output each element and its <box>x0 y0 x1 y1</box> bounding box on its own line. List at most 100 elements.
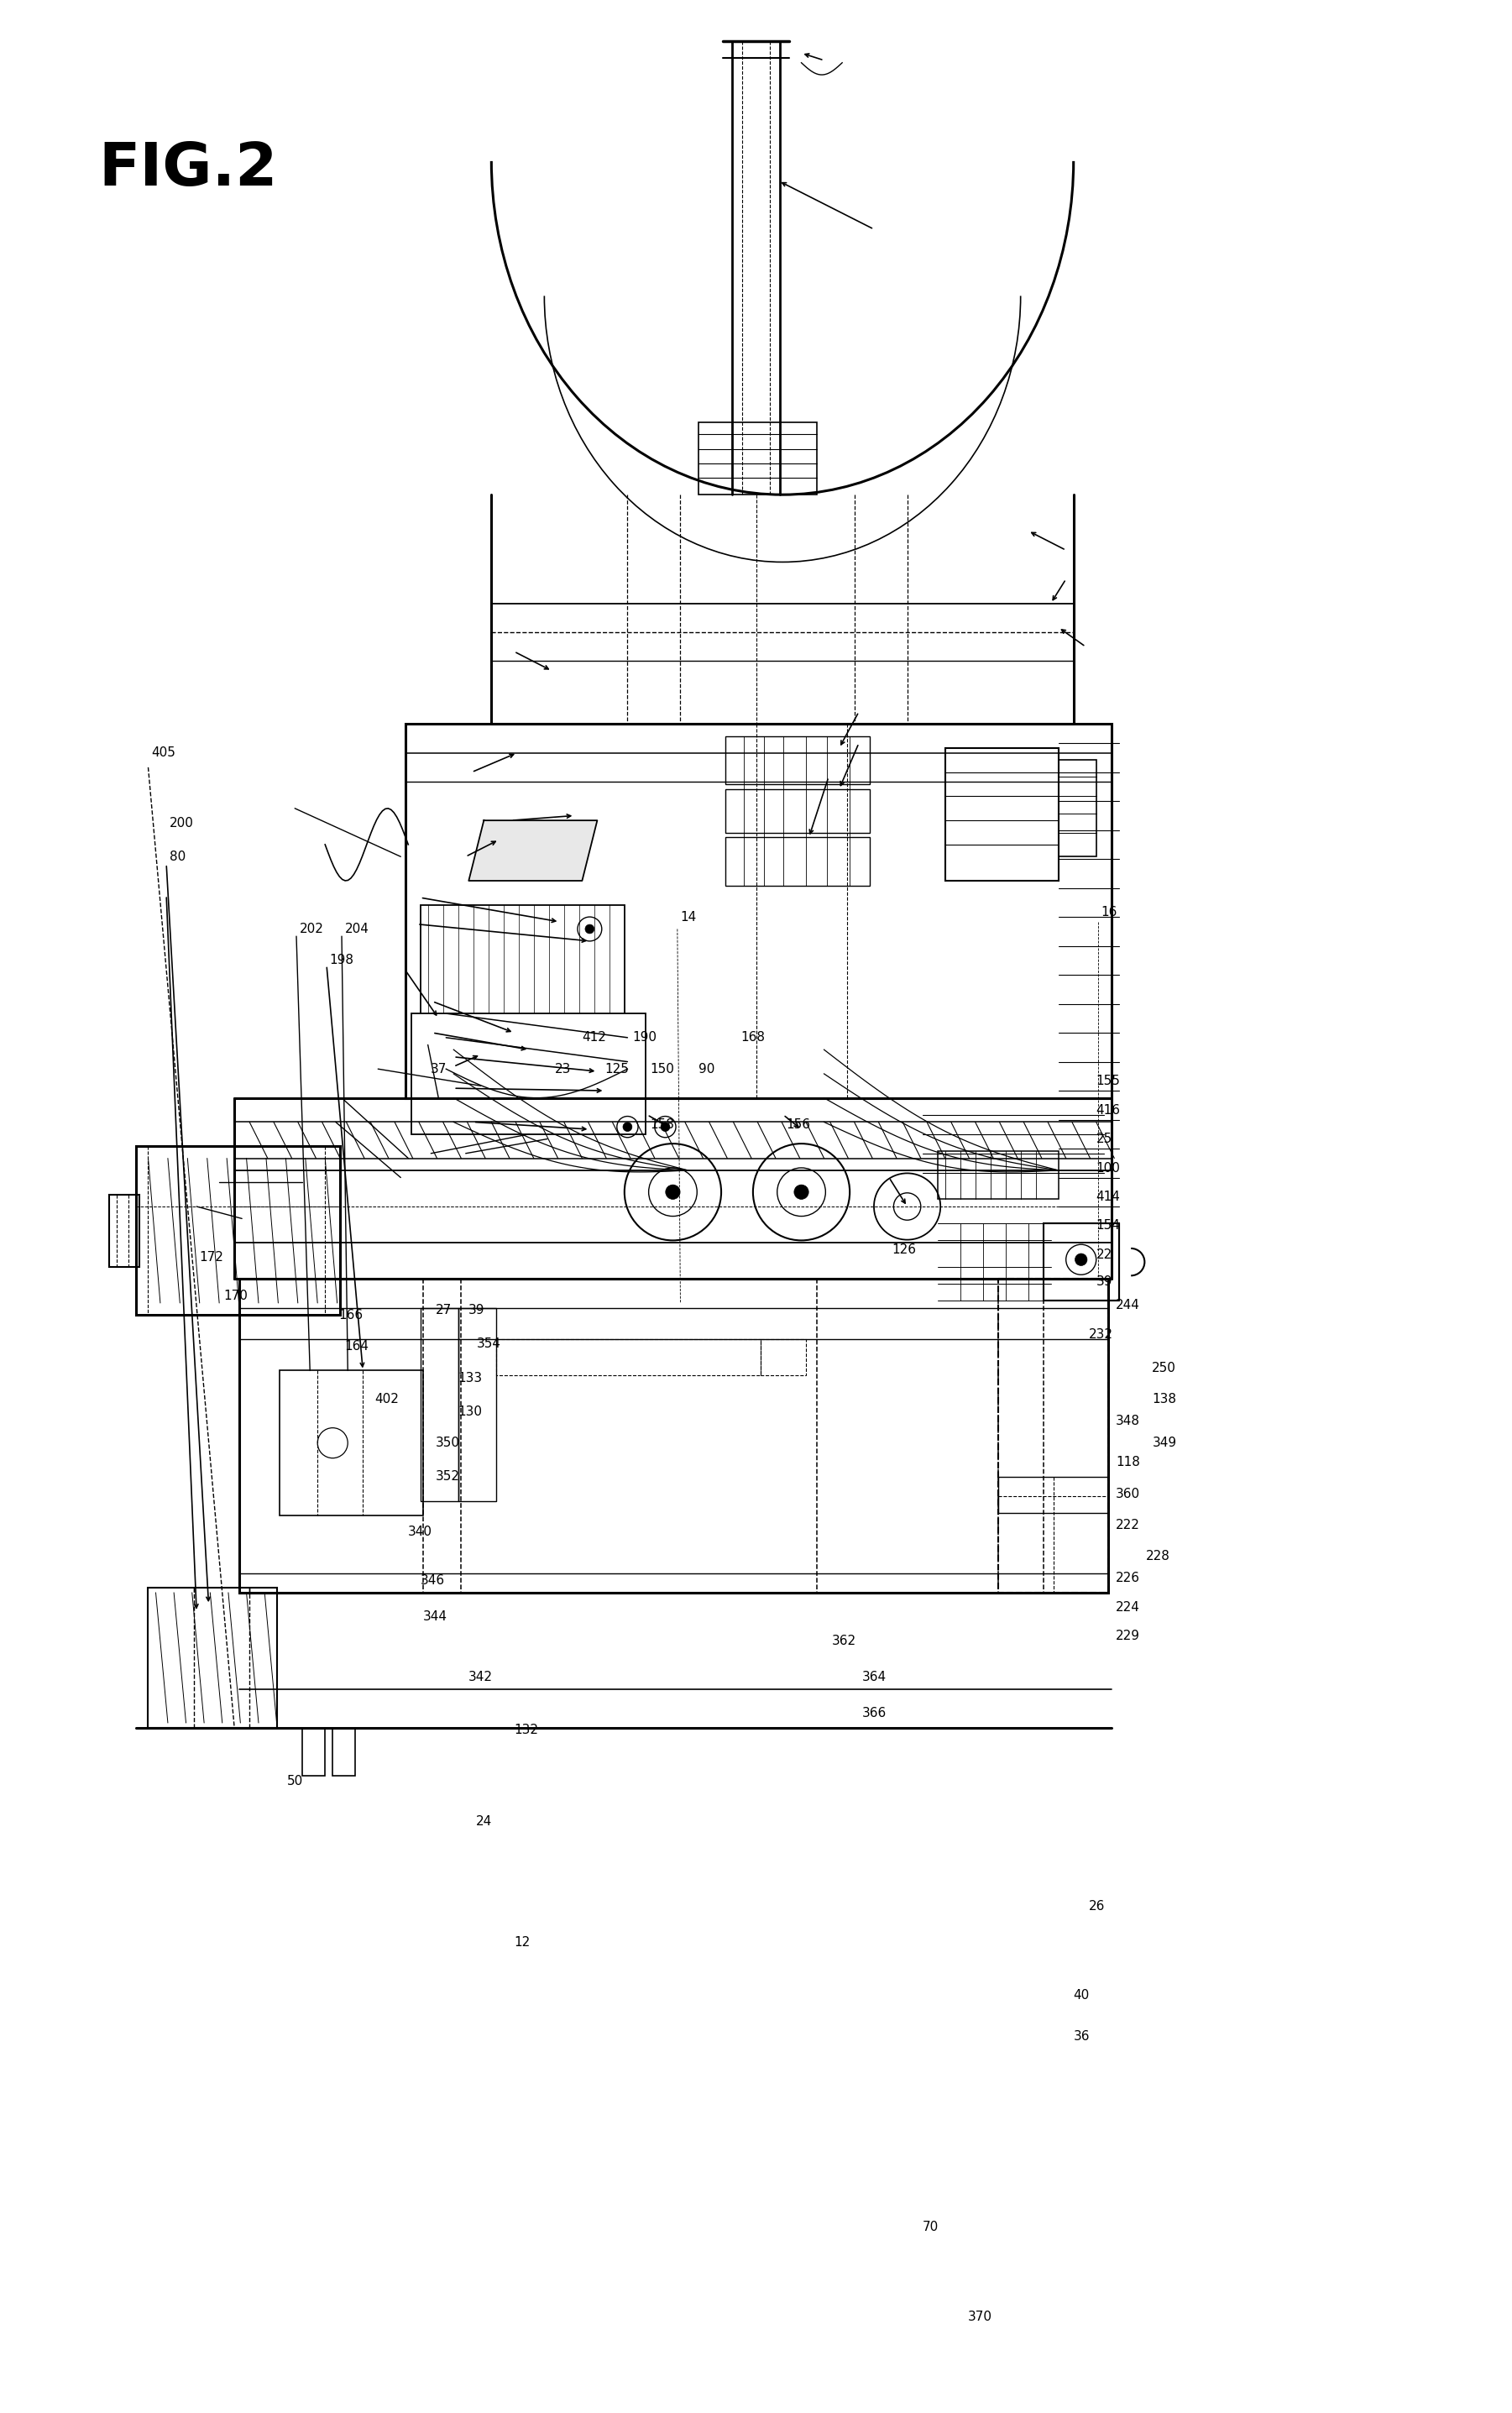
Circle shape <box>794 1185 809 1199</box>
Text: 229: 229 <box>1116 1629 1140 1643</box>
Circle shape <box>623 1122 632 1132</box>
Text: 405: 405 <box>151 746 175 760</box>
Text: 36: 36 <box>1074 2029 1090 2044</box>
Bar <box>699 422 816 495</box>
Text: 198: 198 <box>330 953 354 968</box>
Text: 26: 26 <box>1089 1899 1105 1914</box>
Text: 100: 100 <box>1096 1161 1120 1175</box>
Circle shape <box>665 1185 680 1199</box>
Text: 244: 244 <box>1116 1298 1140 1313</box>
Bar <box>420 1308 458 1501</box>
Text: 125: 125 <box>605 1062 629 1076</box>
Text: 80: 80 <box>169 849 186 864</box>
Text: 155: 155 <box>1096 1074 1120 1088</box>
Text: 138: 138 <box>1152 1392 1176 1407</box>
Text: 156: 156 <box>786 1117 810 1132</box>
Bar <box>420 905 624 1026</box>
Text: 39: 39 <box>1096 1274 1113 1289</box>
Bar <box>496 1339 761 1375</box>
Text: 50: 50 <box>287 1774 304 1788</box>
Bar <box>136 1146 340 1315</box>
Text: 130: 130 <box>458 1404 482 1419</box>
Text: 346: 346 <box>420 1573 445 1588</box>
Text: 118: 118 <box>1116 1455 1140 1470</box>
Text: 16: 16 <box>1101 905 1117 919</box>
Text: 27: 27 <box>435 1303 452 1317</box>
Bar <box>726 789 869 832</box>
Text: 154: 154 <box>1096 1219 1120 1233</box>
Text: 39: 39 <box>469 1303 485 1317</box>
Bar <box>726 736 869 784</box>
Text: 228: 228 <box>1146 1549 1170 1564</box>
Text: 232: 232 <box>1089 1327 1113 1342</box>
Text: 70: 70 <box>922 2220 939 2234</box>
Bar <box>405 724 1111 1098</box>
Text: 352: 352 <box>435 1470 460 1484</box>
Bar <box>458 1308 496 1501</box>
Text: 168: 168 <box>741 1030 765 1045</box>
Text: 364: 364 <box>862 1670 886 1684</box>
Polygon shape <box>469 820 597 881</box>
Text: 349: 349 <box>1152 1436 1176 1450</box>
Text: 24: 24 <box>476 1815 493 1829</box>
Text: 200: 200 <box>169 816 194 830</box>
Text: 132: 132 <box>514 1723 538 1737</box>
Text: 414: 414 <box>1096 1190 1120 1204</box>
Text: 14: 14 <box>680 910 697 924</box>
Text: 37: 37 <box>431 1062 448 1076</box>
Bar <box>333 1728 355 1776</box>
Text: 166: 166 <box>339 1308 363 1322</box>
Bar <box>280 1371 423 1515</box>
Text: 40: 40 <box>1074 1988 1090 2003</box>
Circle shape <box>585 924 594 934</box>
Circle shape <box>1075 1252 1087 1267</box>
Text: 416: 416 <box>1096 1103 1120 1117</box>
Bar <box>998 1477 1108 1513</box>
Text: 164: 164 <box>345 1339 369 1354</box>
Bar <box>937 1151 1058 1199</box>
Text: 158: 158 <box>650 1117 674 1132</box>
Text: FIG.2: FIG.2 <box>98 140 277 198</box>
Text: 222: 222 <box>1116 1518 1140 1532</box>
Circle shape <box>661 1122 670 1132</box>
Text: 172: 172 <box>200 1250 224 1264</box>
Bar <box>761 1339 806 1375</box>
Text: 354: 354 <box>476 1337 500 1351</box>
Bar <box>998 1279 1108 1593</box>
Text: 360: 360 <box>1116 1486 1140 1501</box>
Text: 126: 126 <box>892 1243 916 1257</box>
Text: 402: 402 <box>375 1392 399 1407</box>
Text: 25: 25 <box>1096 1132 1113 1146</box>
Text: 224: 224 <box>1116 1600 1140 1614</box>
Text: 350: 350 <box>435 1436 460 1450</box>
Bar <box>411 1013 646 1134</box>
Text: 362: 362 <box>832 1634 856 1648</box>
Text: 190: 190 <box>632 1030 656 1045</box>
Bar <box>109 1194 139 1267</box>
Bar <box>302 1728 325 1776</box>
Text: 226: 226 <box>1116 1571 1140 1585</box>
Text: 366: 366 <box>862 1706 886 1720</box>
Bar <box>1058 760 1096 857</box>
Text: 22: 22 <box>1096 1248 1113 1262</box>
Text: 344: 344 <box>423 1609 448 1624</box>
Bar <box>148 1588 277 1728</box>
Text: 370: 370 <box>968 2309 992 2324</box>
Bar <box>239 1279 1108 1593</box>
Text: 170: 170 <box>224 1289 248 1303</box>
Bar <box>726 837 869 886</box>
Text: 150: 150 <box>650 1062 674 1076</box>
Text: 202: 202 <box>299 922 324 936</box>
Text: 340: 340 <box>408 1525 432 1539</box>
Text: 133: 133 <box>458 1371 482 1385</box>
Text: 412: 412 <box>582 1030 606 1045</box>
Text: 204: 204 <box>345 922 369 936</box>
Text: 23: 23 <box>555 1062 572 1076</box>
Bar <box>945 748 1058 881</box>
Text: 12: 12 <box>514 1935 531 1950</box>
Text: 90: 90 <box>699 1062 715 1076</box>
Text: 348: 348 <box>1116 1414 1140 1428</box>
Text: 342: 342 <box>469 1670 493 1684</box>
Text: 250: 250 <box>1152 1361 1176 1375</box>
Bar <box>1043 1223 1119 1301</box>
